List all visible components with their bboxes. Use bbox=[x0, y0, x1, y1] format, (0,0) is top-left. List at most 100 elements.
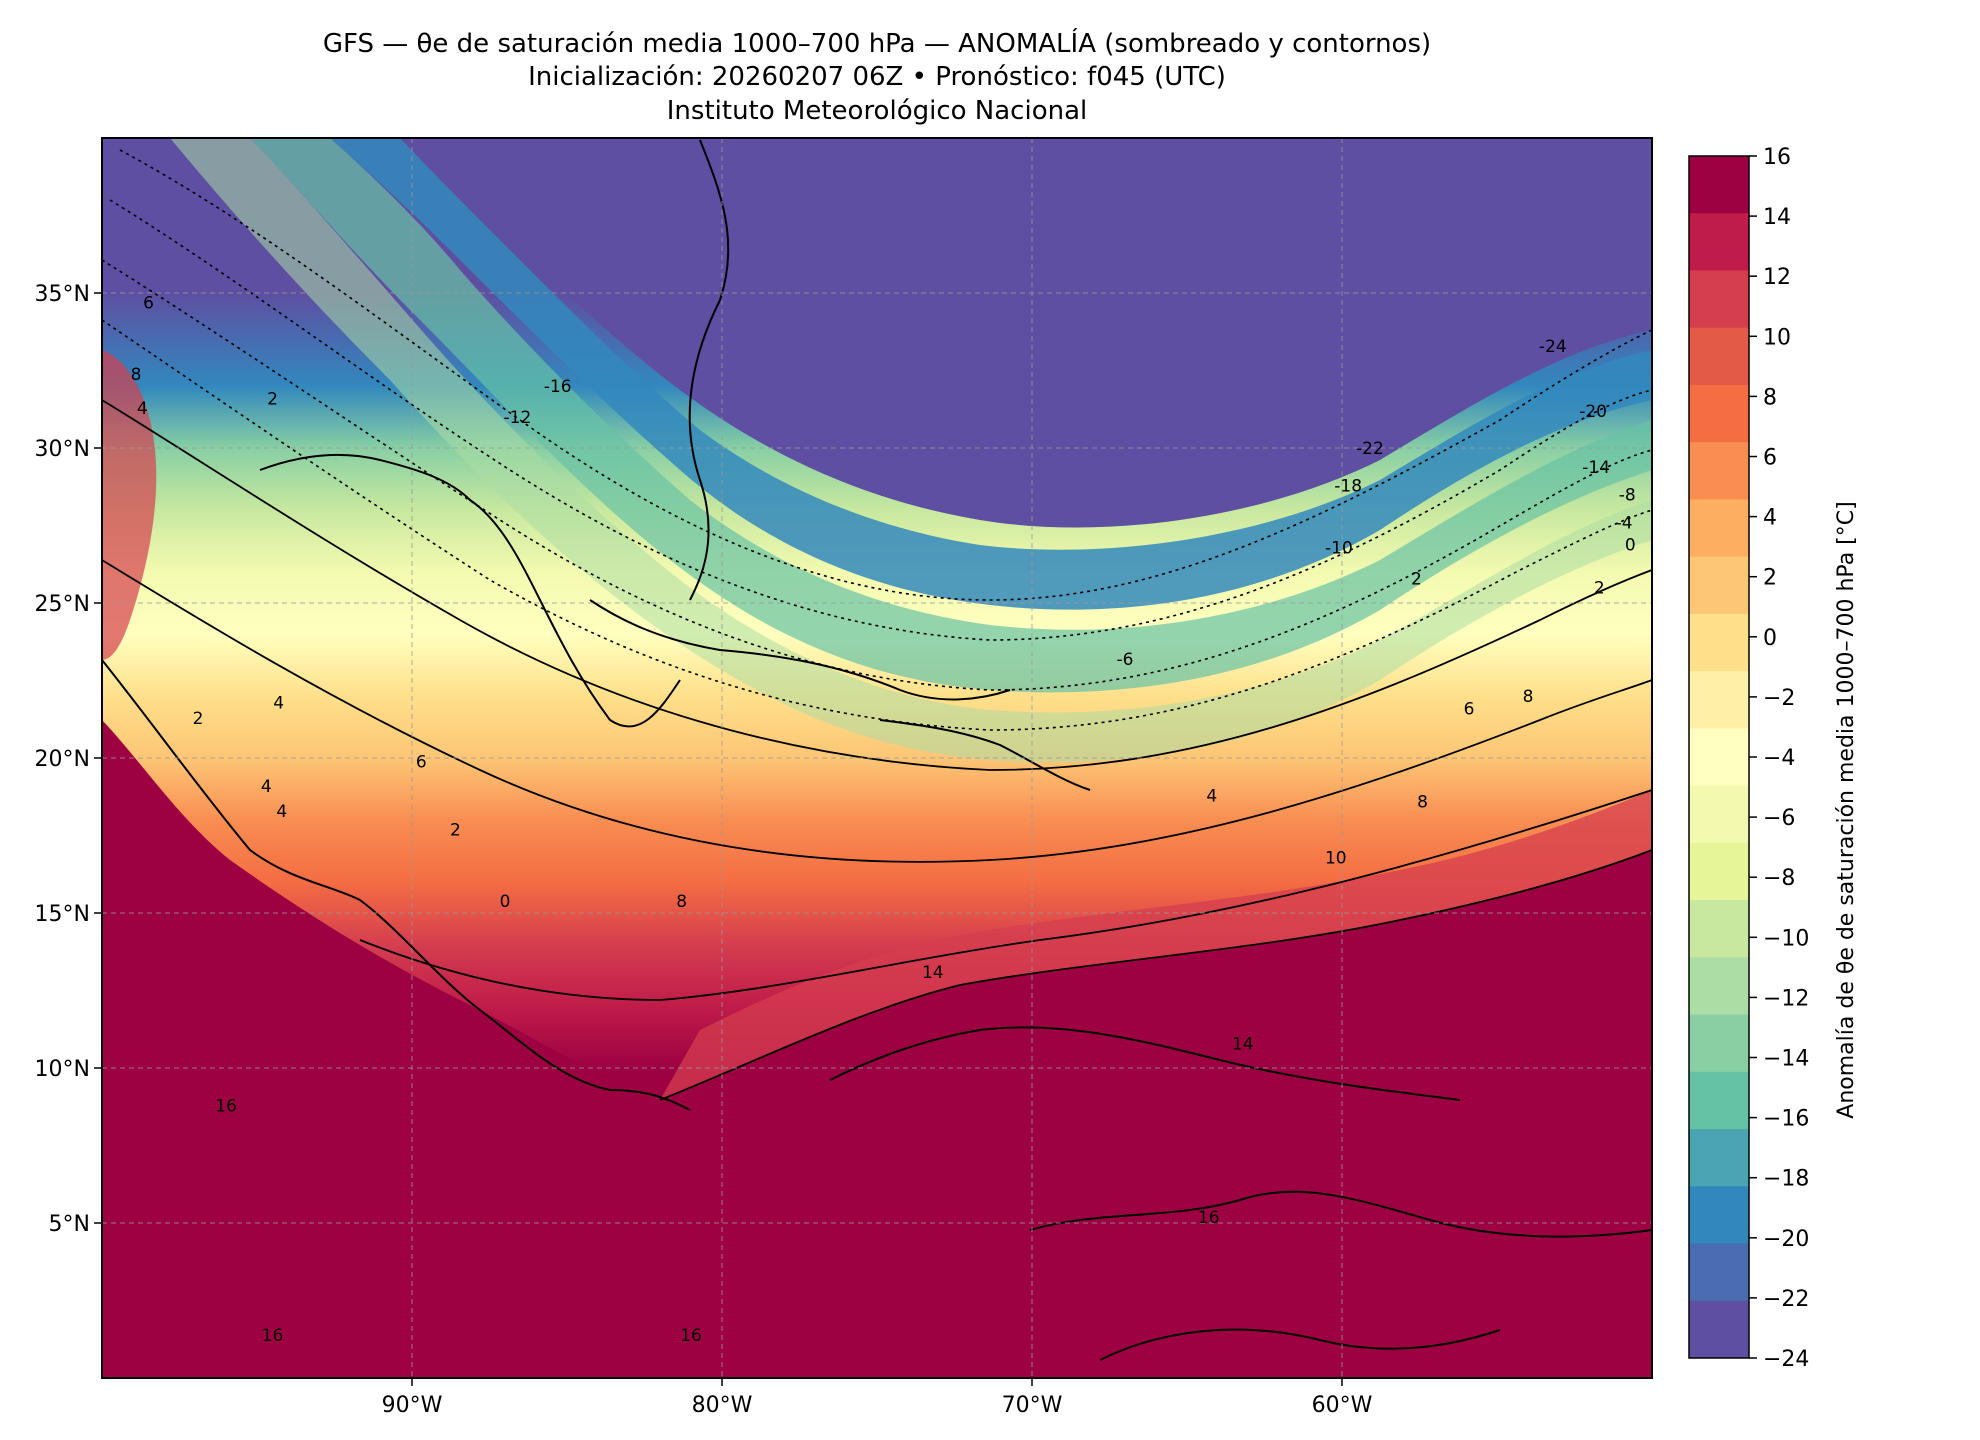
contour-label: -10 bbox=[1325, 538, 1353, 558]
contour-label: 2 bbox=[450, 821, 461, 841]
colorbar-label: Anomalía de θe de saturación media 1000–… bbox=[1834, 501, 1859, 1118]
colorbar-segment bbox=[1689, 613, 1749, 672]
colorbar-tick-label: −18 bbox=[1763, 1167, 1809, 1192]
colorbar-segment bbox=[1689, 156, 1749, 214]
warm-anomaly-region bbox=[102, 720, 1652, 1378]
latitude-axis: 35°N 30°N 25°N 20°N 15°N 10°N 5°N bbox=[35, 282, 102, 1237]
colorbar-segment bbox=[1689, 671, 1749, 729]
colorbar-segment bbox=[1689, 499, 1749, 558]
colorbar-segment bbox=[1689, 1071, 1749, 1130]
colorbar-segment bbox=[1689, 900, 1749, 958]
contour-label: 14 bbox=[1232, 1034, 1254, 1054]
colorbar: 16 14 12 10 8 6 4 2 0 −2 −4 −6 −8 −10 −12 −14 −16 −18 −20 −… bbox=[1688, 145, 1809, 1372]
contour-label: 4 bbox=[261, 777, 272, 797]
colorbar-tick-label: 8 bbox=[1763, 385, 1777, 410]
contour-label: -8 bbox=[1619, 486, 1636, 506]
contour-label: -20 bbox=[1579, 402, 1607, 422]
contour-label: 0 bbox=[500, 892, 511, 912]
colorbar-tick-label: 6 bbox=[1763, 446, 1777, 471]
cold-anomaly-edge bbox=[330, 138, 1652, 610]
contour-label: -22 bbox=[1356, 439, 1384, 459]
contour-label: -18 bbox=[1334, 476, 1362, 496]
warm-anomaly-ring bbox=[660, 790, 1652, 1100]
contour-label: 16 bbox=[215, 1096, 237, 1116]
contour-label: 6 bbox=[416, 752, 427, 772]
contour-label: -4 bbox=[1616, 514, 1633, 534]
colorbar-tick-label: −14 bbox=[1763, 1047, 1809, 1072]
contour-label: 2 bbox=[193, 709, 204, 729]
colorbar-segment bbox=[1689, 1300, 1749, 1359]
colorbar-segment bbox=[1689, 213, 1749, 271]
contour-label: 8 bbox=[1417, 793, 1428, 813]
longitude-axis: 90°W 80°W 70°W 60°W bbox=[382, 1378, 1373, 1418]
lon-tick-label: 90°W bbox=[382, 1393, 443, 1418]
contour-label: -14 bbox=[1582, 458, 1610, 478]
colorbar-tick-label: −16 bbox=[1763, 1107, 1809, 1132]
lon-tick-label: 80°W bbox=[692, 1393, 753, 1418]
contour-label: 4 bbox=[137, 399, 148, 419]
colorbar-tick-label: −6 bbox=[1763, 806, 1795, 831]
colorbar-tick-label: −2 bbox=[1763, 686, 1795, 711]
lat-tick-label: 30°N bbox=[35, 437, 90, 462]
colorbar-segment bbox=[1689, 327, 1749, 386]
colorbar-segment bbox=[1689, 1014, 1749, 1073]
colorbar-tick-label: 14 bbox=[1763, 205, 1791, 230]
colorbar-tick-label: −4 bbox=[1763, 746, 1795, 771]
colorbar-segment bbox=[1689, 442, 1749, 500]
contour-label: -16 bbox=[544, 377, 572, 397]
lat-tick-label: 25°N bbox=[35, 592, 90, 617]
contour-label: -24 bbox=[1539, 337, 1567, 357]
contours-positive bbox=[102, 399, 1652, 1101]
lon-tick-label: 60°W bbox=[1312, 1393, 1373, 1418]
contour-label: -12 bbox=[504, 408, 532, 428]
contour-label: 4 bbox=[273, 693, 284, 713]
cold-anomaly-region bbox=[400, 138, 1652, 528]
colorbar-segment bbox=[1689, 270, 1749, 329]
colorbar-tick-label: −10 bbox=[1763, 926, 1809, 951]
contours-negative bbox=[102, 149, 1652, 731]
contour-label: 16 bbox=[680, 1326, 702, 1346]
lon-tick-label: 70°W bbox=[1002, 1393, 1063, 1418]
lat-tick-label: 10°N bbox=[35, 1057, 90, 1082]
coastlines bbox=[102, 139, 1652, 1361]
lat-tick-label: 5°N bbox=[49, 1212, 90, 1237]
contour-label: 4 bbox=[1206, 786, 1217, 806]
colorbar-tick-label: 0 bbox=[1763, 626, 1777, 651]
lat-tick-label: 35°N bbox=[35, 282, 90, 307]
contour-label: 6 bbox=[143, 294, 154, 314]
colorbar-tick-label: 12 bbox=[1763, 265, 1791, 290]
contour-labels: -24 -22 -20 -18 -16 -14 -12 -10 -8 -6 -4 0 2 2 6 8 4 2 2 4 6… bbox=[131, 294, 1636, 1346]
colorbar-segment bbox=[1689, 1129, 1749, 1187]
colorbar-tick-label: 10 bbox=[1763, 325, 1791, 350]
contour-label: -6 bbox=[1117, 650, 1134, 670]
map-institution: Instituto Meteorológico Nacional bbox=[666, 96, 1088, 126]
contour-label: 8 bbox=[131, 365, 142, 385]
contour-label: 10 bbox=[1325, 848, 1347, 868]
colorbar-segment bbox=[1689, 842, 1749, 901]
mild-cool-band bbox=[170, 138, 1652, 763]
lat-tick-label: 20°N bbox=[35, 747, 90, 772]
contour-label: 4 bbox=[276, 802, 287, 822]
contour-label: 8 bbox=[676, 892, 687, 912]
colorbar-segment bbox=[1689, 1186, 1749, 1245]
map-subtitle: Inicialización: 20260207 06Z • Pronóstic… bbox=[528, 62, 1226, 92]
contour-label: 2 bbox=[1594, 579, 1605, 599]
gridlines bbox=[102, 138, 1652, 1378]
colorbar-segment bbox=[1689, 384, 1749, 443]
lat-tick-label: 15°N bbox=[35, 902, 90, 927]
colorbar-segment bbox=[1689, 1243, 1749, 1302]
contour-label: 16 bbox=[1198, 1208, 1220, 1228]
colorbar-tick-label: 4 bbox=[1763, 506, 1777, 531]
contour-label: 2 bbox=[267, 390, 278, 410]
contour-label: 6 bbox=[1464, 700, 1475, 720]
colorbar-segment bbox=[1689, 556, 1749, 615]
contour-label: 16 bbox=[262, 1326, 284, 1346]
west-mexico-warm bbox=[102, 350, 157, 660]
colorbar-tick-label: −24 bbox=[1763, 1347, 1809, 1372]
map-title: GFS — θe de saturación media 1000–700 hP… bbox=[322, 29, 1432, 59]
map-area: -24 -22 -20 -18 -16 -14 -12 -10 -8 -6 -4 0 2 2 6 8 4 2 2 4 6… bbox=[102, 138, 1652, 1378]
contour-label: 2 bbox=[1411, 569, 1422, 589]
colorbar-tick-label: 2 bbox=[1763, 566, 1777, 591]
colorbar-tick-label: −12 bbox=[1763, 986, 1809, 1011]
